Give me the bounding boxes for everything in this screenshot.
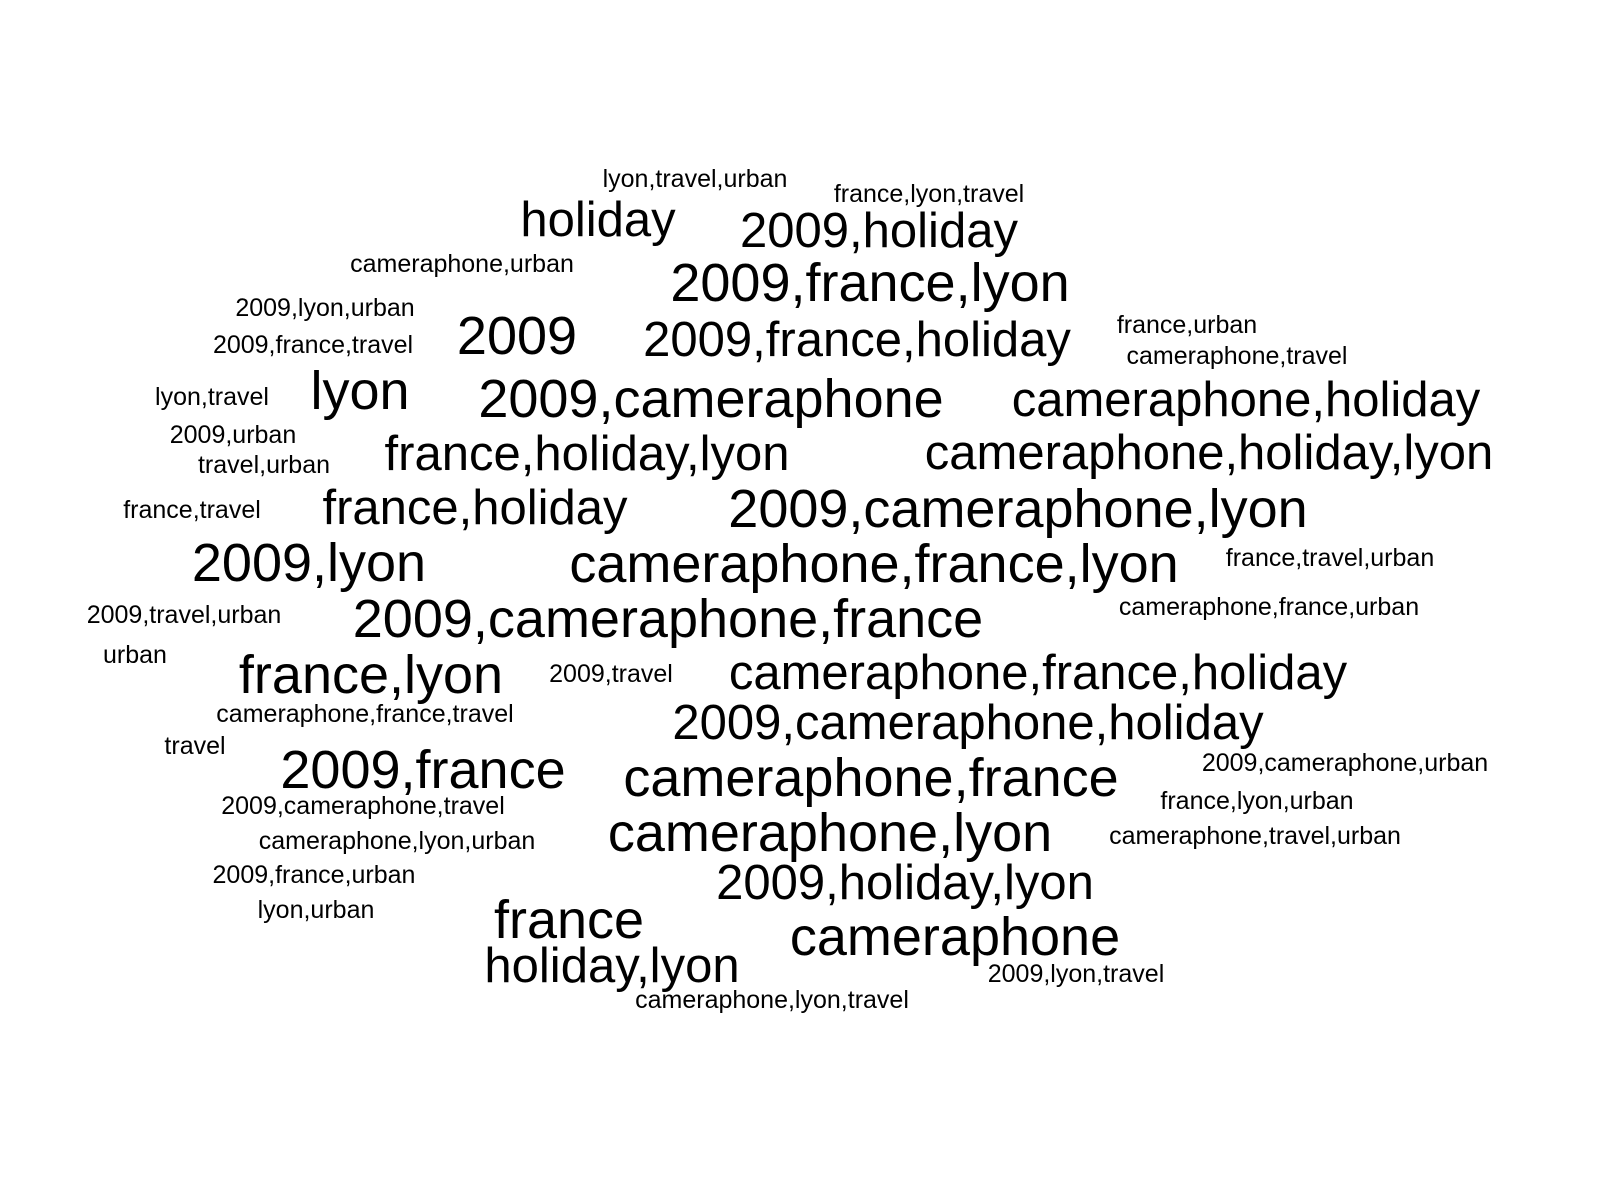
cloud-word: lyon,travel — [155, 383, 269, 411]
cloud-word: 2009,urban — [169, 421, 297, 449]
cloud-word: 2009,cameraphone,france — [352, 589, 984, 649]
cloud-word: lyon — [310, 361, 410, 421]
cloud-word: holiday — [520, 193, 676, 247]
cloud-word: 2009,cameraphone,holiday — [672, 696, 1264, 750]
cloud-word: holiday,lyon — [484, 939, 740, 993]
cloud-word: lyon,urban — [257, 896, 375, 924]
cloud-word: france — [493, 890, 645, 950]
cloud-word: 2009,cameraphone,lyon — [728, 479, 1308, 539]
cloud-word: 2009,france — [280, 740, 566, 800]
cloud-word: france,travel — [123, 496, 261, 524]
cloud-word: cameraphone,lyon,travel — [635, 986, 909, 1014]
cloud-word: 2009,france,holiday — [643, 313, 1071, 367]
cloud-word: 2009,holiday — [740, 204, 1018, 258]
cloud-word: 2009,france,travel — [212, 331, 414, 359]
cloud-word: france,lyon — [238, 645, 504, 705]
cloud-word: 2009,france,urban — [212, 861, 416, 889]
cloud-word: cameraphone,france,lyon — [569, 534, 1179, 594]
cloud-word: 2009,cameraphone,travel — [221, 792, 505, 820]
cloud-word: 2009,france,lyon — [670, 253, 1070, 313]
cloud-word: cameraphone,travel — [1126, 342, 1348, 370]
cloud-word: travel,urban — [197, 451, 331, 479]
cloud-word: france,lyon,travel — [833, 180, 1025, 208]
cloud-word: cameraphone,france,travel — [216, 700, 514, 728]
cloud-word: cameraphone,lyon,urban — [258, 827, 536, 855]
cloud-word: 2009,lyon,travel — [987, 960, 1165, 988]
cloud-word: 2009,cameraphone,urban — [1201, 749, 1489, 777]
cloud-word: 2009,lyon,urban — [235, 294, 415, 322]
cloud-word: france,urban — [1116, 311, 1258, 339]
cloud-word: 2009,cameraphone — [478, 369, 944, 429]
cloud-word: france,lyon,urban — [1160, 787, 1354, 815]
cloud-word: france,travel,urban — [1225, 544, 1435, 572]
cloud-word: 2009,travel,urban — [86, 601, 282, 629]
cloud-word: cameraphone — [789, 907, 1121, 967]
cloud-word: 2009,holiday,lyon — [716, 856, 1094, 910]
cloud-word: 2009,travel — [549, 660, 673, 688]
cloud-word: 2009 — [456, 306, 578, 366]
cloud-word: cameraphone,holiday — [1011, 373, 1481, 427]
cloud-word: cameraphone,travel,urban — [1109, 822, 1401, 850]
cloud-word: cameraphone,holiday,lyon — [924, 426, 1494, 480]
cloud-word: france,holiday,lyon — [384, 427, 790, 481]
cloud-word: france,holiday — [322, 481, 628, 535]
cloud-word: 2009,lyon — [191, 533, 427, 593]
cloud-word: lyon,travel,urban — [602, 165, 788, 193]
cloud-word: cameraphone,france — [623, 748, 1119, 808]
cloud-word: urban — [103, 641, 167, 669]
cloud-word: cameraphone,lyon — [607, 803, 1053, 863]
cloud-word: cameraphone,urban — [350, 250, 574, 278]
cloud-word: cameraphone,france,holiday — [728, 646, 1348, 700]
cloud-word: cameraphone,france,urban — [1118, 593, 1420, 621]
cloud-word: travel — [164, 732, 226, 760]
